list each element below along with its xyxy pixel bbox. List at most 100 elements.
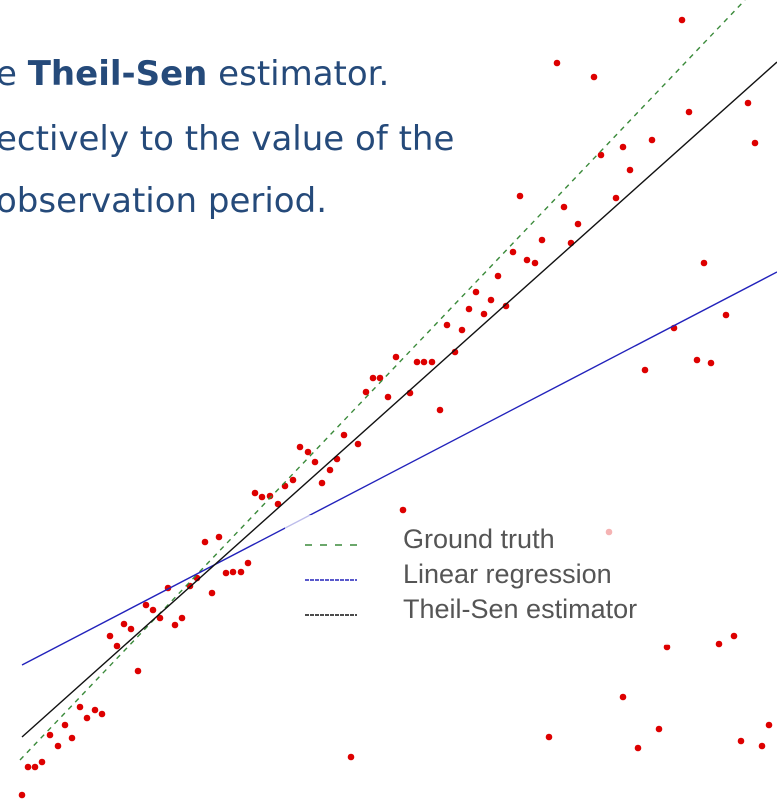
point — [208, 589, 216, 597]
point — [751, 139, 759, 147]
point — [83, 714, 91, 722]
point — [553, 59, 561, 67]
point — [502, 302, 510, 310]
text-bold: Theil-Sen — [28, 54, 208, 94]
point — [730, 632, 738, 640]
point — [120, 620, 128, 628]
plot: Ground truth Linear regression Theil-Sen e… — [18, 0, 777, 799]
point — [46, 731, 54, 739]
point — [574, 220, 582, 228]
point — [98, 710, 106, 718]
point — [480, 310, 488, 318]
point — [274, 500, 282, 508]
point — [516, 192, 524, 200]
point — [134, 667, 142, 675]
point — [678, 16, 686, 24]
point — [472, 288, 480, 296]
point — [597, 151, 605, 159]
point — [648, 136, 656, 144]
point — [289, 476, 297, 484]
point — [744, 99, 752, 107]
point — [685, 108, 693, 116]
point — [399, 506, 407, 514]
point — [494, 272, 502, 280]
point — [612, 194, 620, 202]
legend-label: Linear regression — [403, 559, 612, 589]
point — [707, 359, 715, 367]
point — [523, 256, 531, 264]
point — [737, 737, 745, 745]
point — [392, 353, 400, 361]
point — [436, 406, 444, 414]
point — [590, 73, 598, 81]
point — [156, 614, 164, 622]
point — [413, 358, 421, 366]
fit-line — [21, 61, 777, 738]
point — [420, 358, 428, 366]
point — [715, 640, 723, 648]
point — [451, 348, 459, 356]
point — [244, 559, 252, 567]
point — [538, 236, 546, 244]
point — [626, 166, 634, 174]
point — [362, 388, 370, 396]
legend-label: Theil-Sen estimator — [403, 594, 637, 624]
point — [428, 358, 436, 366]
point — [619, 693, 627, 701]
point — [509, 248, 517, 256]
point — [376, 374, 384, 382]
point — [655, 725, 663, 733]
point — [178, 614, 186, 622]
point — [106, 632, 114, 640]
point — [91, 706, 99, 714]
point — [369, 374, 377, 382]
point — [531, 259, 539, 267]
point — [465, 305, 473, 313]
point — [634, 744, 642, 752]
point — [229, 568, 237, 576]
point — [61, 721, 69, 729]
point — [765, 721, 773, 729]
point — [142, 601, 150, 609]
text: e — [0, 54, 28, 94]
point — [663, 643, 671, 651]
point — [304, 448, 312, 456]
point — [113, 642, 121, 650]
point — [149, 606, 157, 614]
point — [560, 203, 568, 211]
text-line: e Theil-Sen estimator. — [0, 54, 389, 94]
point — [700, 259, 708, 267]
point — [693, 356, 701, 364]
point — [76, 703, 84, 711]
point — [722, 311, 730, 319]
point — [251, 489, 259, 497]
point — [31, 763, 39, 771]
legend-label: Ground truth — [403, 524, 555, 554]
point — [54, 742, 62, 750]
point — [384, 393, 392, 401]
point — [619, 143, 627, 151]
point — [18, 791, 26, 799]
point — [171, 621, 179, 629]
point — [237, 568, 245, 576]
point — [215, 533, 223, 541]
text-line: observation period. — [0, 181, 327, 221]
point — [458, 326, 466, 334]
point — [354, 440, 362, 448]
point — [311, 458, 319, 466]
point — [258, 493, 266, 501]
text: estimator. — [207, 54, 389, 94]
point — [24, 763, 32, 771]
point — [487, 296, 495, 304]
point — [347, 753, 355, 761]
point — [340, 431, 348, 439]
point — [545, 733, 553, 741]
point — [201, 538, 209, 546]
point — [127, 625, 135, 633]
point — [266, 492, 274, 500]
point — [443, 321, 451, 329]
fit-line — [21, 271, 777, 666]
point — [222, 569, 230, 577]
point — [38, 758, 46, 766]
